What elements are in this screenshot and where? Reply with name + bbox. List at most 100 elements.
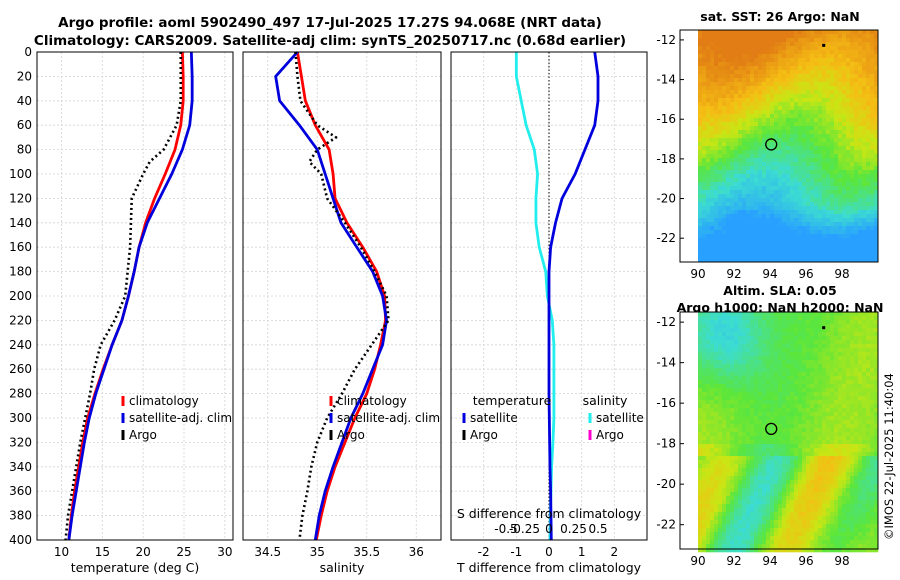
map-2-cell bbox=[822, 484, 827, 489]
map-1-cell bbox=[722, 178, 727, 183]
map-2-cell bbox=[846, 348, 851, 353]
map-1-cell bbox=[826, 218, 831, 223]
map-2-cell bbox=[698, 420, 703, 425]
map-2-cell bbox=[754, 464, 759, 469]
map-1-cell bbox=[738, 174, 743, 179]
map-1-cell bbox=[870, 246, 875, 251]
map-1-cell bbox=[826, 134, 831, 139]
map-2-cell bbox=[818, 460, 823, 465]
map-1-cell bbox=[802, 138, 807, 143]
map-2-cell bbox=[714, 492, 719, 497]
map-2-cell bbox=[722, 336, 727, 341]
map-2-cell bbox=[706, 452, 711, 457]
map-1-cell bbox=[738, 154, 743, 159]
map-2-cell bbox=[842, 364, 847, 369]
map-1-cell bbox=[786, 246, 791, 251]
map-2-cell bbox=[822, 328, 827, 333]
map-1-cell bbox=[782, 174, 787, 179]
map-1-cell bbox=[746, 242, 751, 247]
map-1-cell bbox=[790, 114, 795, 119]
map-2-cell bbox=[854, 456, 859, 461]
map-1-cell bbox=[734, 170, 739, 175]
map-1-cell bbox=[826, 194, 831, 199]
map-1-cell bbox=[706, 34, 711, 39]
map-2-cell bbox=[750, 460, 755, 465]
map-1-cell bbox=[742, 230, 747, 235]
map-1-cell bbox=[874, 194, 879, 199]
map-2-cell bbox=[862, 432, 867, 437]
map-2-cell bbox=[738, 316, 743, 321]
map-1-cell bbox=[854, 218, 859, 223]
map-1-cell bbox=[818, 46, 823, 51]
map-1-cell bbox=[778, 122, 783, 127]
map-2-cell bbox=[742, 432, 747, 437]
map-2-cell bbox=[798, 444, 803, 449]
map-1-cell bbox=[818, 126, 823, 131]
map-2-cell bbox=[806, 364, 811, 369]
map-2-cell bbox=[758, 492, 763, 497]
map-2-cell bbox=[814, 392, 819, 397]
map-2-cell bbox=[818, 476, 823, 481]
map-1-cell bbox=[758, 38, 763, 43]
map-1-cell bbox=[802, 158, 807, 163]
map-1-cell bbox=[762, 174, 767, 179]
map-2-field bbox=[698, 312, 879, 553]
map-1-cell bbox=[822, 114, 827, 119]
map-1-cell bbox=[722, 118, 727, 123]
map-2-cell bbox=[862, 340, 867, 345]
map-1-cell bbox=[762, 258, 767, 263]
map-1-cell bbox=[714, 230, 719, 235]
map-1-cell bbox=[782, 170, 787, 175]
map-1-cell bbox=[758, 122, 763, 127]
map-1-cell bbox=[858, 54, 863, 59]
map-1-cell bbox=[846, 70, 851, 75]
map-2-cell bbox=[850, 504, 855, 509]
map-1-cell bbox=[822, 154, 827, 159]
map-1-island-dot bbox=[822, 43, 826, 47]
map-2-cell bbox=[858, 320, 863, 325]
map-1-cell bbox=[770, 230, 775, 235]
map-2-cell bbox=[802, 328, 807, 333]
map-2-cell bbox=[746, 312, 751, 317]
map-1-cell bbox=[858, 238, 863, 243]
map-1-cell bbox=[750, 230, 755, 235]
map-1-cell bbox=[746, 206, 751, 211]
map-2-cell bbox=[838, 504, 843, 509]
map-1-cell bbox=[790, 134, 795, 139]
map-1-cell bbox=[754, 50, 759, 55]
map-2-cell bbox=[734, 440, 739, 445]
map-2-cell bbox=[826, 392, 831, 397]
map-1-cell bbox=[710, 190, 715, 195]
map-2-cell bbox=[786, 488, 791, 493]
map-1-cell bbox=[810, 106, 815, 111]
map-1-cell bbox=[722, 34, 727, 39]
map-1-cell bbox=[866, 242, 871, 247]
map-2-cell bbox=[806, 472, 811, 477]
map-2-cell bbox=[702, 372, 707, 377]
map-2-cell bbox=[750, 448, 755, 453]
map-1-cell bbox=[734, 158, 739, 163]
map-2-cell bbox=[762, 336, 767, 341]
map-2-cell bbox=[710, 344, 715, 349]
map-1-cell bbox=[838, 122, 843, 127]
map-1-cell bbox=[758, 150, 763, 155]
map-1-cell bbox=[822, 106, 827, 111]
map-2-cell bbox=[818, 400, 823, 405]
map-1-cell bbox=[738, 258, 743, 263]
map-1-cell bbox=[874, 254, 879, 259]
map-2-cell bbox=[822, 464, 827, 469]
map-1-cell bbox=[706, 38, 711, 43]
map-1-cell bbox=[710, 46, 715, 51]
map-1-cell bbox=[846, 218, 851, 223]
map-2-cell bbox=[778, 500, 783, 505]
map-1-cell bbox=[838, 178, 843, 183]
map-2-cell bbox=[818, 484, 823, 489]
map-1-cell bbox=[842, 114, 847, 119]
map-1-cell bbox=[818, 118, 823, 123]
map-1-cell bbox=[718, 154, 723, 159]
map-1-cell bbox=[754, 38, 759, 43]
map-1-cell bbox=[818, 174, 823, 179]
map-1-cell bbox=[742, 170, 747, 175]
map-2-cell bbox=[818, 504, 823, 509]
map-2-cell bbox=[698, 412, 703, 417]
